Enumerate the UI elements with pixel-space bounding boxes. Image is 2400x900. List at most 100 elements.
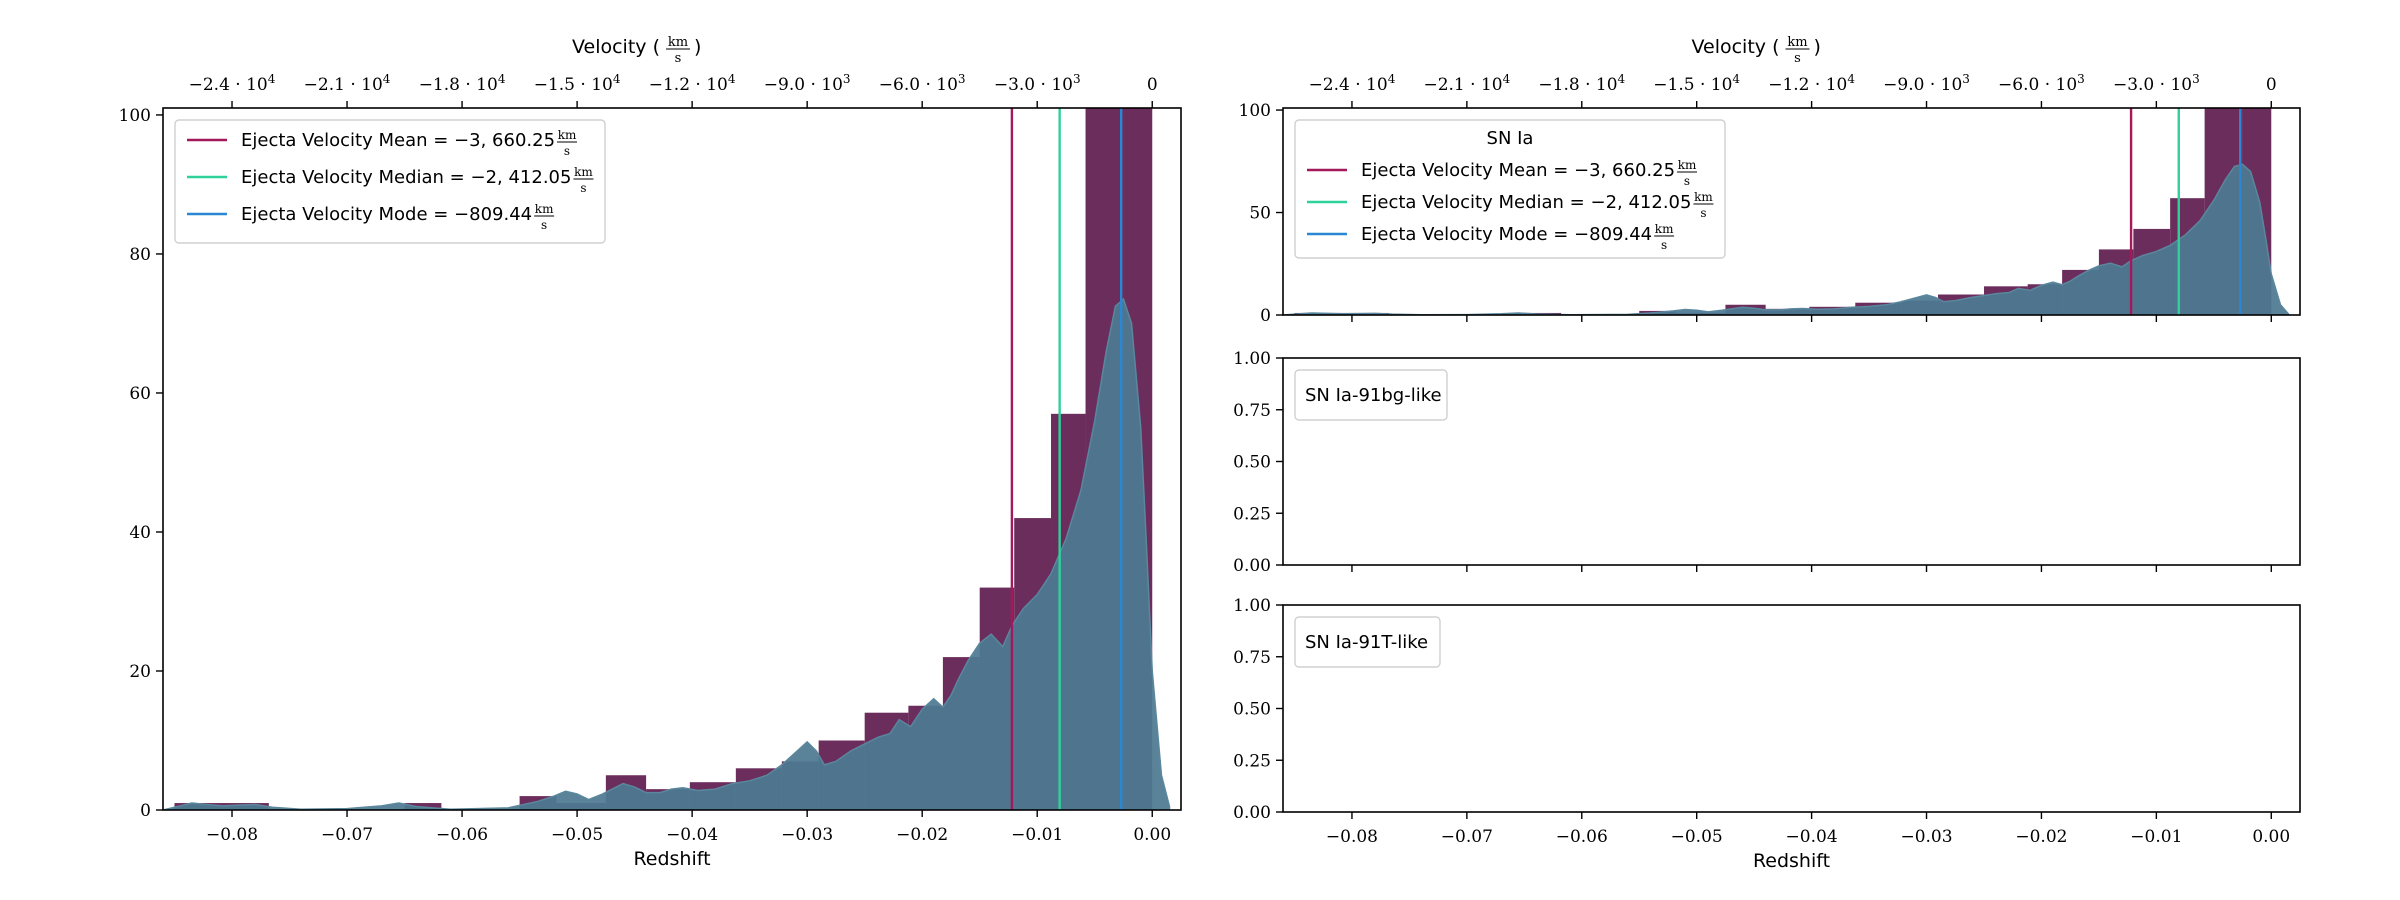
main-ytick-label: 0 — [140, 801, 151, 821]
snia91bg-legend: SN Ia-91bg-like — [1294, 369, 1448, 421]
snia-plot-area — [1283, 108, 2290, 315]
snia-top-axis-label-unit-den: s — [1794, 51, 1801, 66]
snia-legend-unit-num-mean: km — [1678, 158, 1697, 172]
snia-legend-unit-den-mode: s — [1661, 238, 1667, 252]
snia-legend-label-mode: Ejecta Velocity Mode = −809.44 — [1361, 224, 1652, 245]
snia-top-tick-label: −3.0 · 103 — [2113, 72, 2200, 95]
main-top-tick-label: −1.5 · 104 — [534, 72, 621, 95]
snia-ytick-label: 100 — [1239, 101, 1271, 121]
snia91bg-ytick-label: 1.00 — [1233, 349, 1271, 369]
snia91t-legend-title: SN Ia-91T-like — [1305, 632, 1428, 653]
snia-kde-area — [1283, 163, 2290, 315]
main-top-axis-label-text: Velocity ( — [572, 36, 660, 58]
main-xtick-label: −0.07 — [321, 825, 373, 845]
snia91t-xtick-label: 0.00 — [2252, 827, 2290, 847]
main-xtick-label: −0.06 — [436, 825, 488, 845]
snia91bg-ytick-label: 0.50 — [1233, 453, 1271, 473]
snia91t-ytick-label: 1.00 — [1233, 596, 1271, 616]
snia-legend-label-median: Ejecta Velocity Median = −2, 412.05 — [1361, 192, 1691, 213]
main-legend-unit-num-mode: km — [535, 202, 554, 216]
snia-legend-box — [1294, 119, 1726, 259]
snia91t-ytick-label: 0.25 — [1233, 751, 1271, 771]
snia91bg-ytick-label: 0.25 — [1233, 504, 1271, 524]
snia-legend-title: SN Ia — [1487, 128, 1534, 149]
snia-top-tick-label: −1.2 · 104 — [1768, 72, 1855, 95]
main-ytick-label: 40 — [129, 523, 151, 543]
snia91bg-ytick-label: 0.00 — [1233, 556, 1271, 576]
main-ytick-label: 100 — [119, 106, 151, 126]
snia91t-xaxis-label: Redshift — [1753, 850, 1830, 872]
main-top-tick-label: −9.0 · 103 — [764, 72, 851, 95]
main-plot-area — [163, 108, 1171, 810]
snia91t-xtick-label: −0.02 — [2015, 827, 2067, 847]
main-ytick-label: 80 — [129, 245, 151, 265]
main-ytick-label: 60 — [129, 384, 151, 404]
snia-top-axis-label-text: Velocity ( — [1692, 36, 1780, 58]
snia-top-tick-label: −2.1 · 104 — [1423, 72, 1510, 95]
main-legend-unit-num-mean: km — [558, 128, 577, 142]
main-legend-unit-den-mean: s — [564, 144, 570, 158]
main-xtick-label: −0.04 — [666, 825, 718, 845]
main-top-axis-label-unit-num: km — [668, 35, 688, 50]
snia-ytick-label: 50 — [1249, 204, 1271, 224]
snia-legend-unit-den-mean: s — [1684, 174, 1690, 188]
main-xtick-label: −0.05 — [551, 825, 603, 845]
main-xtick-label: −0.01 — [1011, 825, 1063, 845]
main-legend-unit-den-mode: s — [541, 218, 547, 232]
main-legend: Ejecta Velocity Mean = −3, 660.25 kmsEjec… — [174, 119, 606, 244]
main-legend-box — [174, 119, 606, 244]
main-xtick-label: −0.08 — [206, 825, 258, 845]
main-legend-unit-num-median: km — [574, 165, 593, 179]
snia91t-xtick-label: −0.06 — [1556, 827, 1608, 847]
snia-top-axis-label-close-paren: ) — [1814, 36, 1821, 58]
main-ytick-label: 20 — [129, 662, 151, 682]
main-top-axis-label-unit-den: s — [675, 51, 682, 66]
snia-axes-frame — [1282, 107, 2301, 316]
snia91bg-legend-box — [1294, 369, 1448, 421]
main-top-tick-label: −2.1 · 104 — [304, 72, 391, 95]
main-xtick-label: −0.02 — [896, 825, 948, 845]
main-top-axis-label-close-paren: ) — [694, 36, 701, 58]
main-xtick-label: −0.03 — [781, 825, 833, 845]
snia91t-ytick-label: 0.50 — [1233, 700, 1271, 720]
snia91t-legend: SN Ia-91T-like — [1294, 616, 1441, 668]
main-legend-label-mean: Ejecta Velocity Mean = −3, 660.25 — [241, 130, 555, 151]
snia91t-legend-box — [1294, 616, 1441, 668]
snia-ytick-label: 0 — [1260, 306, 1271, 326]
snia91t-ytick-label: 0.75 — [1233, 648, 1271, 668]
snia91bg-ytick-label: 0.75 — [1233, 401, 1271, 421]
main-axes-frame — [162, 107, 1182, 811]
snia91t-xtick-label: −0.05 — [1671, 827, 1723, 847]
snia-top-axis-label: Velocity ( kms) — [1692, 35, 1821, 66]
snia91t-xtick-label: −0.08 — [1326, 827, 1378, 847]
main-legend-label-mode: Ejecta Velocity Mode = −809.44 — [241, 204, 532, 225]
main-legend-label-median: Ejecta Velocity Median = −2, 412.05 — [241, 167, 571, 188]
snia-top-tick-label: −1.5 · 104 — [1653, 72, 1740, 95]
snia-top-tick-label: −9.0 · 103 — [1883, 72, 1970, 95]
snia91t-xtick-label: −0.07 — [1441, 827, 1493, 847]
snia91t-xtick-label: −0.03 — [1900, 827, 1952, 847]
snia-top-tick-label: 0 — [2266, 75, 2277, 95]
main-kde-area — [163, 297, 1171, 810]
snia-legend-unit-num-median: km — [1694, 190, 1713, 204]
snia-top-axis-label-unit-num: km — [1787, 35, 1807, 50]
snia-top-tick-label: −6.0 · 103 — [1998, 72, 2085, 95]
main-top-tick-label: −6.0 · 103 — [879, 72, 966, 95]
main-top-tick-label: 0 — [1147, 75, 1158, 95]
snia91bg-legend-title: SN Ia-91bg-like — [1305, 385, 1442, 406]
main-xaxis-label: Redshift — [633, 848, 710, 870]
main-xtick-label: 0.00 — [1133, 825, 1171, 845]
main-top-tick-label: −2.4 · 104 — [189, 72, 276, 95]
snia91t-xtick-label: −0.04 — [1786, 827, 1838, 847]
main-top-tick-label: −1.2 · 104 — [649, 72, 736, 95]
snia-top-tick-label: −2.4 · 104 — [1309, 72, 1396, 95]
snia91t-xtick-label: −0.01 — [2130, 827, 2182, 847]
snia-top-tick-label: −1.8 · 104 — [1538, 72, 1625, 95]
snia91t-ytick-label: 0.00 — [1233, 803, 1271, 823]
snia-legend-label-mean: Ejecta Velocity Mean = −3, 660.25 — [1361, 160, 1675, 181]
main-top-tick-label: −3.0 · 103 — [994, 72, 1081, 95]
main-top-tick-label: −1.8 · 104 — [419, 72, 506, 95]
main-legend-unit-den-median: s — [580, 181, 586, 195]
